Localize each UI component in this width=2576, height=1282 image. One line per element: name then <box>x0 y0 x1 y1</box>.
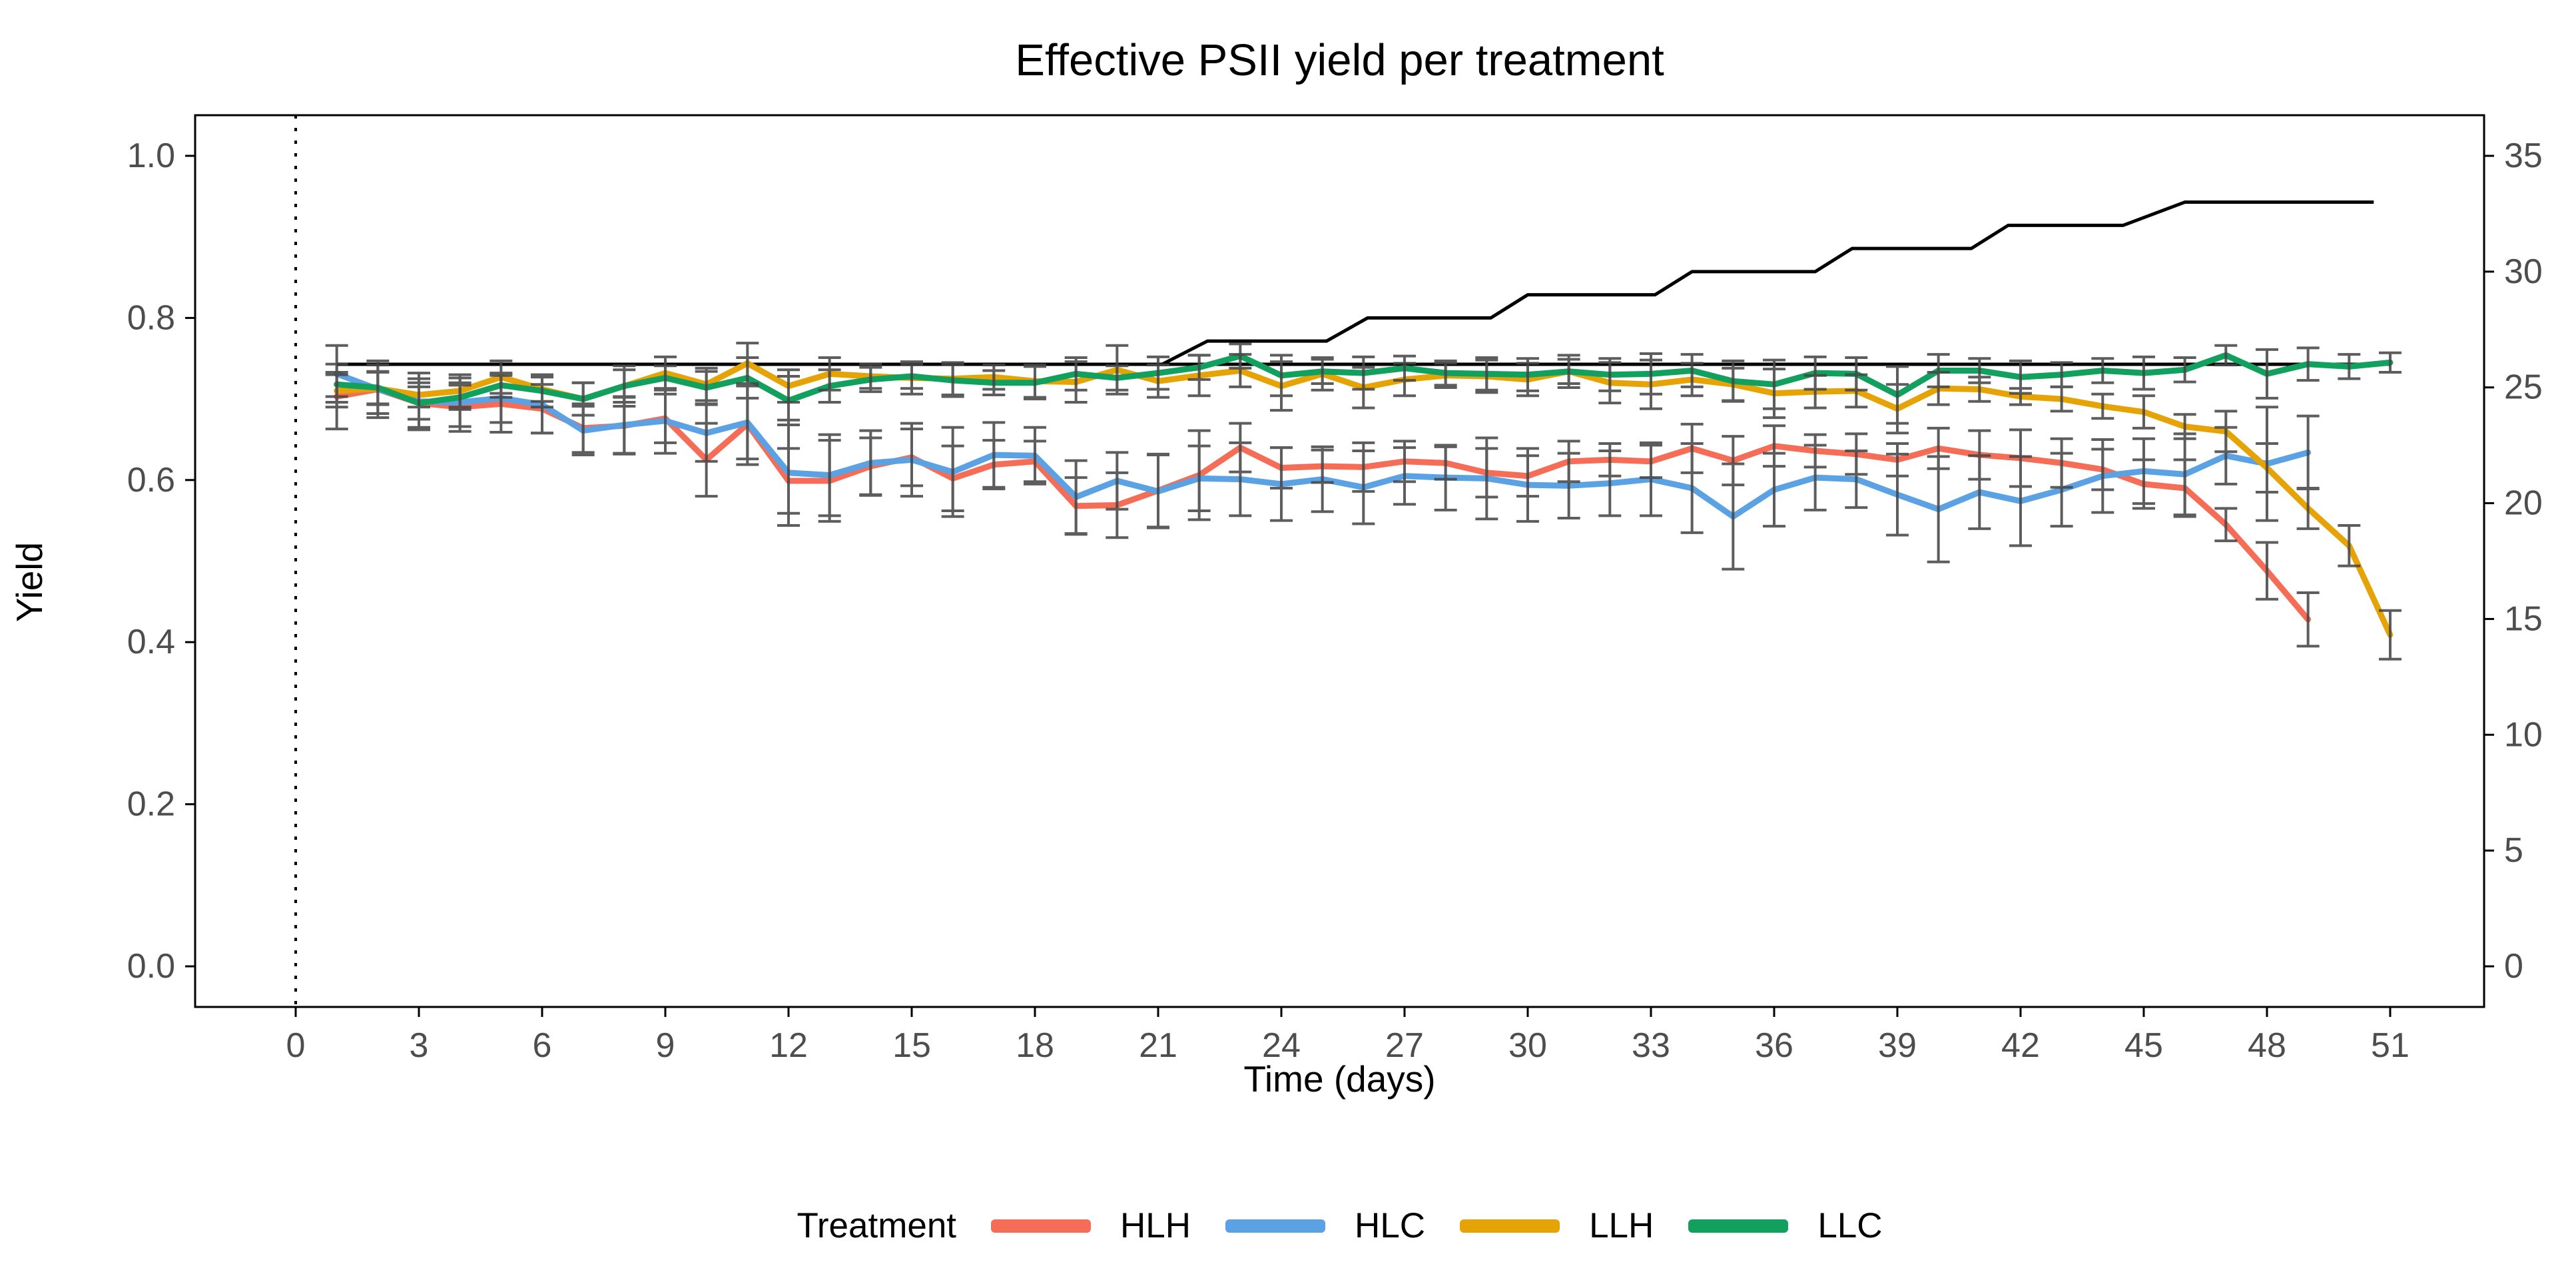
x-tick-label: 33 <box>1632 1026 1670 1065</box>
legend: Treatment HLH HLC LLH LLC <box>195 1205 2484 1246</box>
legend-item-HLH: HLH <box>991 1205 1191 1246</box>
x-tick-label: 9 <box>656 1026 675 1065</box>
legend-swatch-HLH <box>991 1219 1092 1233</box>
legend-label-LLC: LLC <box>1817 1206 1883 1245</box>
y-right-tick-label: 0 <box>2504 947 2523 986</box>
y-axis-title: Yield <box>9 541 50 623</box>
y-right-tick-label: 20 <box>2504 484 2543 523</box>
x-tick-label: 39 <box>1878 1026 1917 1065</box>
y-right-tick-label: 5 <box>2504 831 2523 870</box>
y-right-tick-label: 15 <box>2504 599 2543 638</box>
y-left-tick-label: 0.8 <box>127 298 175 337</box>
axis-ticks: 0 3 6 9 12 15 18 21 24 27 30 33 36 39 42 45 48 511.00.80.… <box>127 137 2543 1065</box>
legend-title: Treatment <box>797 1206 957 1245</box>
legend-swatch-LLC <box>1688 1219 1789 1233</box>
x-tick-label: 27 <box>1385 1026 1424 1065</box>
x-tick-label: 6 <box>533 1026 552 1065</box>
x-tick-label: 3 <box>410 1026 429 1065</box>
x-tick-label: 18 <box>1016 1026 1054 1065</box>
x-tick-label: 36 <box>1755 1026 1793 1065</box>
x-tick-label: 24 <box>1262 1026 1301 1065</box>
x-tick-label: 30 <box>1508 1026 1547 1065</box>
y-left-tick-label: 0.6 <box>127 461 175 499</box>
x-tick-label: 12 <box>769 1026 808 1065</box>
y-left-tick-label: 1.0 <box>127 137 175 175</box>
y-right-tick-label: 30 <box>2504 252 2543 291</box>
y-right-tick-label: 10 <box>2504 715 2543 754</box>
panel-border <box>194 114 2485 1008</box>
y-left-tick-label: 0.0 <box>127 947 175 986</box>
x-tick-label: 48 <box>2248 1026 2286 1065</box>
temperature-lines <box>336 200 2390 366</box>
legend-label-HLC: HLC <box>1355 1206 1426 1245</box>
error-bars <box>325 342 2402 661</box>
y-right-tick-label: 35 <box>2504 137 2543 175</box>
x-tick-label: 21 <box>1139 1026 1177 1065</box>
legend-label-HLH: HLH <box>1120 1206 1191 1245</box>
legend-item-LLH: LLH <box>1460 1205 1654 1246</box>
legend-item-LLC: LLC <box>1688 1205 1883 1246</box>
x-tick-label: 51 <box>2371 1026 2410 1065</box>
x-tick-label: 42 <box>2001 1026 2040 1065</box>
y-right-tick-label: 25 <box>2504 368 2543 407</box>
legend-swatch-HLC <box>1225 1219 1326 1233</box>
legend-swatch-LLH <box>1460 1219 1560 1233</box>
x-tick-label: 45 <box>2124 1026 2163 1065</box>
x-tick-label: 15 <box>892 1026 931 1065</box>
legend-label-LLH: LLH <box>1589 1206 1654 1245</box>
temperature-ramp-line <box>336 200 2374 366</box>
x-tick-label: 0 <box>286 1026 306 1065</box>
error-bars-LLC <box>325 342 2402 427</box>
chart-title: Effective PSII yield per treatment <box>1015 35 1664 85</box>
legend-item-HLC: HLC <box>1225 1205 1425 1246</box>
y-left-tick-label: 0.4 <box>127 623 175 661</box>
error-bars-HLC <box>325 344 2320 571</box>
y-left-tick-label: 0.2 <box>127 785 175 824</box>
x-axis-title: Time (days) <box>1243 1058 1436 1100</box>
